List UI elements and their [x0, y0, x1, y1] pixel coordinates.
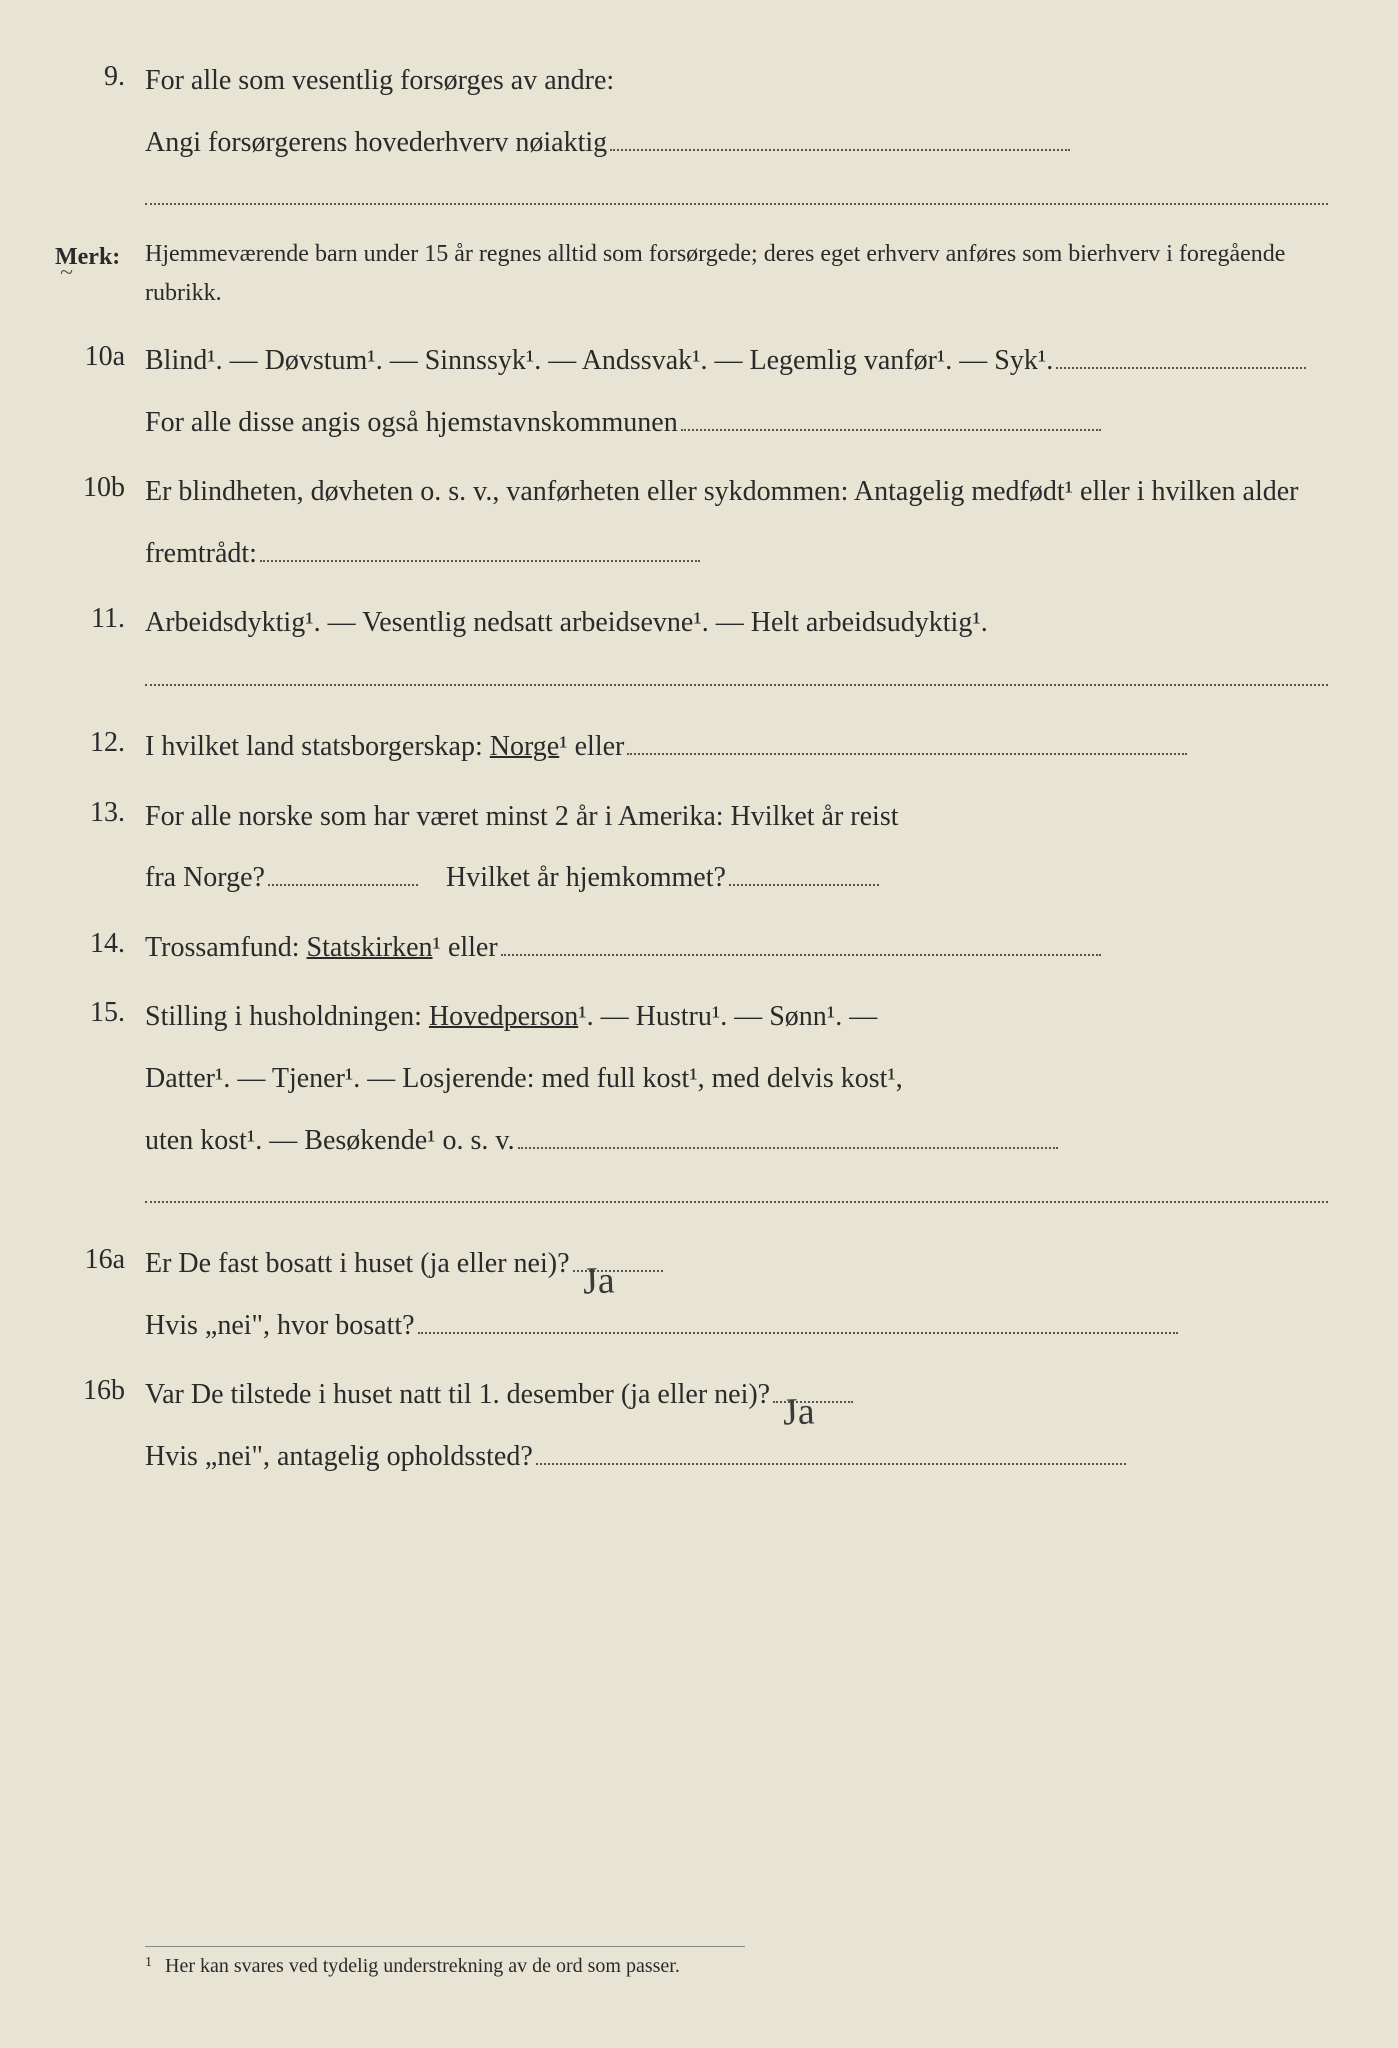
q14-pre: Trossamfund:: [145, 932, 307, 963]
q9-line2: Angi forsørgerens hovederhverv nøiaktig: [145, 127, 607, 158]
q15-pre: Stilling i husholdningen:: [145, 1001, 429, 1032]
question-14: 14. Trossamfund: Statskirken¹ eller: [50, 917, 1328, 979]
fill-line: [627, 753, 1187, 755]
q10a-number: 10a: [50, 330, 145, 453]
q13-line1: For alle norske som har været minst 2 år…: [145, 801, 899, 832]
q12-number: 12.: [50, 716, 145, 778]
q16a-line2: Hvis „nei", hvor bosatt?: [145, 1310, 415, 1341]
q13-line2a: fra Norge?: [145, 862, 265, 893]
question-10a: 10a Blind¹. — Døvstum¹. — Sinnssyk¹. — A…: [50, 330, 1328, 453]
q15-line2: Datter¹. — Tjener¹. — Losjerende: med fu…: [145, 1063, 903, 1094]
q10a-line2: For alle disse angis også hjemstavnskomm…: [145, 407, 678, 438]
fill-line: [518, 1147, 1058, 1149]
q12-content: I hvilket land statsborgerskap: Norge¹ e…: [145, 716, 1328, 778]
fill-line: [536, 1463, 1126, 1465]
q9-number: 9.: [50, 50, 145, 173]
q10b-text: Er blindheten, døvheten o. s. v., vanfør…: [145, 476, 1298, 569]
merk-text: Hjemmeværende barn under 15 år regnes al…: [145, 235, 1328, 312]
fill-line: [260, 560, 700, 562]
q15-post1: ¹. — Hustru¹. — Sønn¹. —: [578, 1001, 877, 1032]
fill-line: [268, 884, 418, 886]
question-12: 12. I hvilket land statsborgerskap: Norg…: [50, 716, 1328, 778]
question-9: 9. For alle som vesentlig forsørges av a…: [50, 50, 1328, 173]
fill-line: [1056, 367, 1306, 369]
separator-line: [145, 684, 1328, 686]
q16a-answer: Ja: [581, 1240, 616, 1325]
q12-underlined: Norge: [490, 731, 559, 762]
question-16b: 16b Var De tilstede i huset natt til 1. …: [50, 1364, 1328, 1487]
q15-number: 15.: [50, 986, 145, 1171]
q15-line3: uten kost¹. — Besøkende¹ o. s. v.: [145, 1125, 515, 1156]
q15-underlined: Hovedperson: [429, 1001, 578, 1032]
q11-number: 11.: [50, 592, 145, 654]
question-13: 13. For alle norske som har været minst …: [50, 786, 1328, 909]
fill-line: Ja: [773, 1401, 853, 1403]
q11-content: Arbeidsdyktig¹. — Vesentlig nedsatt arbe…: [145, 592, 1328, 654]
margin-mark: ~: [60, 260, 73, 287]
fill-line: [501, 954, 1101, 956]
footnote: 1 Her kan svares ved tydelig understrekn…: [145, 1946, 745, 1978]
q9-content: For alle som vesentlig forsørges av andr…: [145, 50, 1328, 173]
q10b-number: 10b: [50, 461, 145, 584]
q16a-number: 16a: [50, 1233, 145, 1356]
q10a-content: Blind¹. — Døvstum¹. — Sinnssyk¹. — Andss…: [145, 330, 1328, 453]
q16a-content: Er De fast bosatt i huset (ja eller nei)…: [145, 1233, 1328, 1356]
fill-line: [418, 1332, 1178, 1334]
q11-text: Arbeidsdyktig¹. — Vesentlig nedsatt arbe…: [145, 607, 988, 638]
question-11: 11. Arbeidsdyktig¹. — Vesentlig nedsatt …: [50, 592, 1328, 654]
q14-content: Trossamfund: Statskirken¹ eller: [145, 917, 1328, 979]
fill-line: [681, 429, 1101, 431]
q10a-options: Blind¹. — Døvstum¹. — Sinnssyk¹. — Andss…: [145, 345, 1053, 376]
q13-number: 13.: [50, 786, 145, 909]
q14-number: 14.: [50, 917, 145, 979]
q15-content: Stilling i husholdningen: Hovedperson¹. …: [145, 986, 1328, 1171]
question-10b: 10b Er blindheten, døvheten o. s. v., va…: [50, 461, 1328, 584]
q10b-content: Er blindheten, døvheten o. s. v., vanfør…: [145, 461, 1328, 584]
q13-content: For alle norske som har været minst 2 år…: [145, 786, 1328, 909]
fill-line: [729, 884, 879, 886]
q16a-question: Er De fast bosatt i huset (ja eller nei)…: [145, 1248, 570, 1279]
q13-line2b: Hvilket år hjemkommet?: [446, 862, 726, 893]
fill-line: Ja: [573, 1270, 663, 1272]
q16b-content: Var De tilstede i huset natt til 1. dese…: [145, 1364, 1328, 1487]
q16b-question: Var De tilstede i huset natt til 1. dese…: [145, 1379, 770, 1410]
q16b-answer: Ja: [782, 1371, 817, 1456]
footnote-num: 1: [145, 1955, 152, 1970]
q16b-number: 16b: [50, 1364, 145, 1487]
q14-post: ¹ eller: [433, 932, 498, 963]
question-16a: 16a Er De fast bosatt i huset (ja eller …: [50, 1233, 1328, 1356]
q12-pre: I hvilket land statsborgerskap:: [145, 731, 490, 762]
q12-post: ¹ eller: [559, 731, 624, 762]
merk-note: Merk: Hjemmeværende barn under 15 år reg…: [50, 235, 1328, 312]
question-15: 15. Stilling i husholdningen: Hovedperso…: [50, 986, 1328, 1171]
fill-line: [610, 149, 1070, 151]
separator-line: [145, 203, 1328, 205]
form-page: ~ 9. For alle som vesentlig forsørges av…: [50, 50, 1328, 2008]
q9-line1: For alle som vesentlig forsørges av andr…: [145, 65, 614, 96]
footnote-text: Her kan svares ved tydelig understreknin…: [165, 1955, 680, 1977]
q14-underlined: Statskirken: [307, 932, 433, 963]
q16b-line2: Hvis „nei", antagelig opholdssted?: [145, 1441, 533, 1472]
separator-line: [145, 1201, 1328, 1203]
